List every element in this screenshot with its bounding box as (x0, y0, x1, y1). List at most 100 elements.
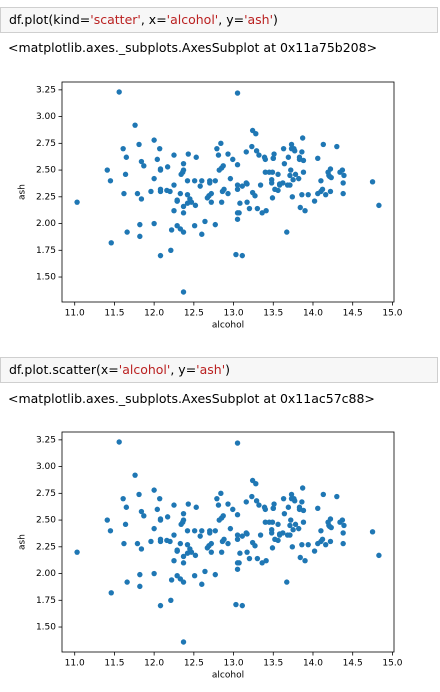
scatter-point (171, 152, 177, 158)
scatter-point (275, 521, 281, 528)
scatter-point (327, 188, 334, 195)
scatter-point (151, 525, 157, 532)
scatter-point (137, 571, 143, 578)
scatter-point (322, 541, 329, 548)
scatter-point (214, 145, 220, 152)
scatter-point (164, 514, 171, 520)
scatter-point (184, 550, 191, 556)
scatter-point (174, 548, 180, 554)
scatter-point (157, 517, 164, 523)
code-string: 'ash' (244, 12, 274, 27)
scatter-point (237, 200, 243, 206)
scatter-point (124, 579, 130, 585)
scatter-point (197, 533, 203, 539)
scatter-point (151, 487, 157, 493)
scatter-point (136, 491, 142, 498)
code-text: ) (225, 362, 231, 377)
scatter-point (296, 156, 303, 163)
scatter-point (151, 175, 157, 182)
y-tick-label: 2.75 (36, 489, 56, 499)
scatter-point (292, 498, 298, 504)
scatter-point (326, 173, 333, 180)
code-text: , x= (140, 12, 167, 27)
axes-frame (61, 431, 395, 653)
scatter-point (157, 167, 164, 173)
scatter-point (171, 532, 177, 538)
scatter-point (262, 156, 269, 163)
scatter-point (168, 597, 174, 603)
x-tick-label: 11.5 (104, 659, 124, 669)
scatter-point (220, 513, 226, 519)
scatter-point (275, 171, 281, 178)
y-axis-label: ash (18, 184, 28, 200)
scatter-point (136, 141, 142, 148)
scatter-point (177, 190, 184, 197)
x-tick-label: 14.0 (303, 309, 323, 319)
x-tick-label: 12.5 (184, 309, 204, 319)
scatter-point (148, 538, 154, 545)
scatter-point (157, 186, 164, 193)
scatter-point (120, 145, 126, 152)
scatter-point (208, 540, 215, 547)
y-tick-label: 2.00 (36, 219, 56, 229)
x-tick-label: 14.5 (343, 309, 363, 319)
scatter-point (266, 169, 273, 175)
scatter-point (305, 541, 311, 548)
scatter-point (154, 156, 161, 163)
scatter-point (171, 502, 177, 508)
scatter-point (233, 251, 239, 258)
scatter-point (300, 169, 307, 175)
scatter-point (199, 231, 205, 237)
scatter-point (289, 544, 296, 550)
y-tick-label: 2.50 (36, 166, 56, 176)
y-tick-label: 3.00 (36, 462, 56, 472)
scatter-point (234, 532, 241, 538)
scatter-point (262, 506, 269, 513)
scatter-point (234, 90, 241, 96)
y-tick-label: 3.25 (36, 435, 56, 445)
scatter-point (249, 143, 255, 150)
y-tick-label: 1.50 (36, 273, 56, 283)
y-tick-label: 2.50 (36, 516, 56, 526)
scatter-point (225, 151, 231, 157)
scatter-point (74, 549, 80, 555)
scatter-point (252, 543, 258, 549)
scatter-point (220, 163, 226, 169)
scatter-point (237, 550, 243, 556)
scatter-point (202, 568, 208, 575)
scatter-point (234, 560, 241, 566)
scatter-point (151, 220, 157, 227)
scatter-point (268, 530, 275, 536)
x-axis-label: alcohol (212, 321, 244, 331)
scatter-point (334, 493, 340, 500)
scatter-point (234, 216, 241, 222)
scatter-point (296, 506, 303, 513)
scatter-point (284, 532, 291, 538)
scatter-point (187, 196, 193, 202)
scatter-point (208, 549, 215, 555)
code-cell[interactable]: df.plot(kind='scatter', x='alcohol', y='… (0, 7, 438, 33)
scatter-point (299, 135, 306, 141)
chart: 11.0 11.5 12.0 12.5 13.0 13.5 14.0 14.5 15.0 1.50… (18, 431, 403, 681)
scatter-point (184, 178, 191, 184)
scatter-point (297, 554, 303, 561)
scatter-point (254, 205, 261, 212)
x-tick-label: 15.0 (382, 309, 402, 319)
code-string: 'ash' (196, 362, 226, 377)
scatter-point (225, 540, 231, 547)
scatter-point (271, 501, 277, 507)
scatter-point (289, 194, 296, 200)
scatter-point (216, 517, 222, 523)
scatter-point (167, 538, 173, 545)
scatter-point (315, 155, 321, 162)
scatter-point (148, 188, 154, 195)
scatter-point (234, 536, 241, 543)
scatter-point (334, 143, 340, 150)
scatter-point (121, 540, 127, 547)
scatter-point (207, 180, 213, 186)
x-tick-label: 13.5 (263, 309, 283, 319)
scatter-point (218, 140, 224, 147)
code-cell[interactable]: df.plot.scatter(x='alcohol', y='ash') (0, 357, 438, 383)
scatter-point (256, 152, 262, 158)
scatter-point (184, 541, 191, 548)
